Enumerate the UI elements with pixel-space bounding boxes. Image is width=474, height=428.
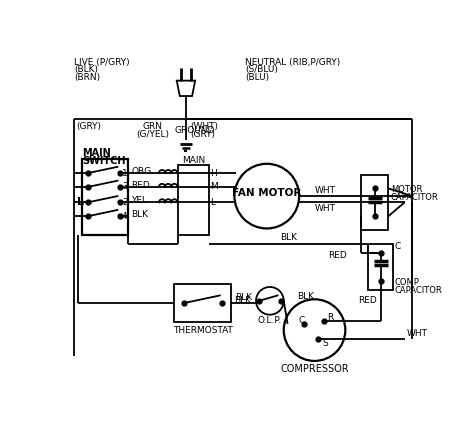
Text: (GRY): (GRY): [76, 122, 101, 131]
Text: RED: RED: [131, 181, 150, 190]
Text: (BRN): (BRN): [74, 73, 100, 82]
Text: FAN MOTOR: FAN MOTOR: [232, 188, 301, 198]
Text: NEUTRAL (RIB,P/GRY): NEUTRAL (RIB,P/GRY): [245, 58, 340, 67]
Circle shape: [284, 299, 346, 361]
Text: MOTOR: MOTOR: [391, 185, 422, 194]
Text: COMP: COMP: [395, 278, 419, 287]
Bar: [368, 244, 393, 290]
Text: YEL: YEL: [131, 196, 147, 205]
Text: C: C: [298, 315, 305, 324]
Text: COMPRESSOR: COMPRESSOR: [280, 364, 349, 374]
Text: BLK: BLK: [235, 293, 252, 302]
Bar: [82, 159, 128, 235]
Polygon shape: [177, 80, 195, 96]
Text: RED: RED: [358, 296, 377, 305]
Text: SWITCH: SWITCH: [82, 156, 126, 166]
Text: 2: 2: [122, 198, 128, 207]
Text: L: L: [77, 197, 84, 207]
Text: S: S: [322, 339, 328, 348]
Bar: [174, 284, 231, 322]
Text: LIVE (P/GRY): LIVE (P/GRY): [74, 58, 130, 67]
Text: CAPACITOR: CAPACITOR: [391, 193, 438, 202]
Text: BLK: BLK: [298, 292, 315, 301]
Text: MAIN: MAIN: [82, 148, 111, 158]
Text: RED: RED: [328, 251, 347, 260]
Text: GRN: GRN: [143, 122, 163, 131]
Circle shape: [256, 287, 284, 315]
Text: C: C: [395, 242, 401, 251]
Text: (G/YEL): (G/YEL): [137, 130, 169, 139]
Text: (GRY): (GRY): [190, 130, 215, 139]
Circle shape: [235, 164, 299, 229]
Text: O.L.P.: O.L.P.: [258, 316, 282, 325]
Text: CAPACITOR: CAPACITOR: [395, 285, 442, 294]
Text: WHT: WHT: [315, 204, 336, 213]
Text: H: H: [210, 169, 218, 178]
Text: (S/BLU): (S/BLU): [245, 65, 278, 74]
Text: (WHT): (WHT): [190, 122, 218, 131]
Text: THERMOSTAT: THERMOSTAT: [173, 326, 233, 335]
Text: WHT: WHT: [407, 330, 428, 339]
Text: 4: 4: [122, 211, 128, 221]
Text: L: L: [210, 198, 216, 207]
Text: 3: 3: [122, 182, 128, 191]
Text: WHT: WHT: [315, 186, 336, 195]
Text: BLK: BLK: [131, 210, 148, 219]
Text: MAIN: MAIN: [182, 156, 205, 165]
Text: R: R: [328, 312, 334, 321]
Text: GROUND: GROUND: [174, 126, 215, 135]
Text: ORG: ORG: [131, 167, 152, 176]
Text: (BLK): (BLK): [74, 65, 98, 74]
Text: BLK: BLK: [280, 233, 297, 242]
Bar: [178, 165, 209, 235]
Text: BLK: BLK: [234, 296, 251, 305]
Bar: [361, 175, 389, 230]
Text: M: M: [210, 182, 219, 191]
Text: 1: 1: [122, 169, 128, 178]
Text: (BLU): (BLU): [245, 73, 269, 82]
